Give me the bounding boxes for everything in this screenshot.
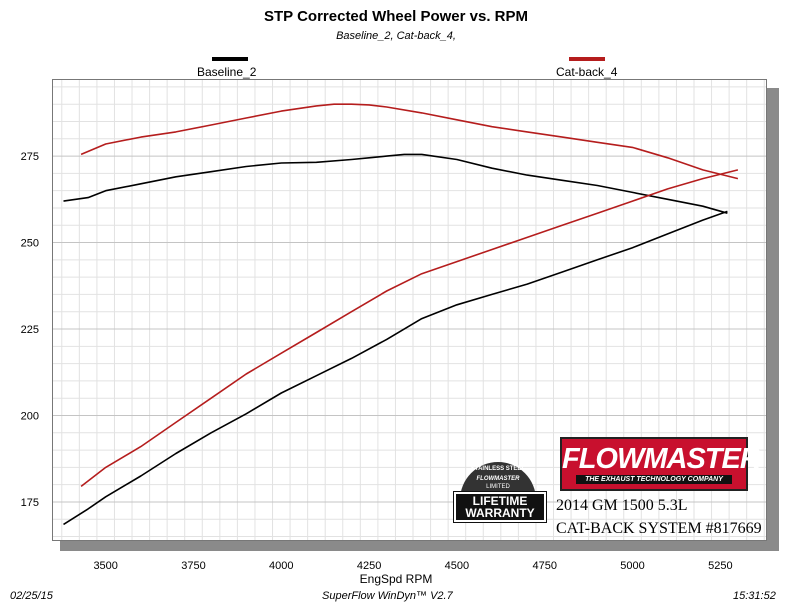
legend-label-catback: Cat-back_4 [556, 65, 618, 79]
x-tick-label: 4750 [532, 560, 556, 572]
warranty-main-line2: WARRANTY [465, 506, 535, 520]
series-line-baseline-2-power [63, 210, 728, 526]
x-tick-label: 3750 [181, 560, 205, 572]
chart-title: STP Corrected Wheel Power vs. RPM [264, 8, 528, 25]
x-axis-label: EngSpd RPM [359, 572, 433, 586]
y-tick-label: 250 [21, 238, 39, 250]
footer-app-name: SuperFlow WinDyn™ V2.7 [322, 590, 453, 602]
legend-swatch-catback [569, 57, 605, 61]
x-tick-label: 4250 [357, 560, 381, 572]
x-tick-label: 4000 [269, 560, 293, 572]
series-line-baseline-2-torque [63, 153, 728, 214]
chart-subtitle: Baseline_2, Cat-back_4, [336, 30, 456, 42]
warranty-top-text: STAINLESS STEEL [470, 466, 526, 472]
warranty-main-text: LIFETIME WARRANTY [453, 491, 547, 523]
warranty-brand-text: FLOWMASTER [476, 476, 520, 482]
x-tick-label: 5250 [708, 560, 732, 572]
brand-tagline: THE EXHAUST TECHNOLOGY COMPANY [576, 475, 732, 484]
y-tick-label: 200 [21, 410, 39, 422]
y-tick-label: 225 [21, 324, 39, 336]
x-tick-label: 4500 [445, 560, 469, 572]
series-line-cat-back-4-power [80, 169, 739, 488]
y-tick-label: 275 [21, 151, 39, 163]
vehicle-label: 2014 GM 1500 5.3L [556, 497, 688, 514]
footer-date: 02/25/15 [10, 590, 53, 602]
brand-name: FLOWMASTER [562, 443, 761, 475]
footer-time: 15:31:52 [733, 590, 776, 602]
warranty-limited-text: LIMITED [486, 484, 510, 490]
warranty-main-line1: LIFETIME [472, 494, 528, 508]
legend-label-baseline: Baseline_2 [197, 65, 257, 79]
legend-swatch-baseline [212, 57, 248, 61]
y-tick-label: 175 [21, 497, 39, 509]
warranty-badge: STAINLESS STEEL FLOWMASTER LIMITED LIFET… [452, 462, 547, 523]
series-line-cat-back-4-torque [80, 103, 739, 180]
x-tick-label: 5000 [620, 560, 644, 572]
system-label: CAT-BACK SYSTEM #817669 [556, 520, 762, 537]
brand-logo: FLOWMASTER THE EXHAUST TECHNOLOGY COMPAN… [560, 437, 761, 491]
x-tick-label: 3500 [93, 560, 117, 572]
